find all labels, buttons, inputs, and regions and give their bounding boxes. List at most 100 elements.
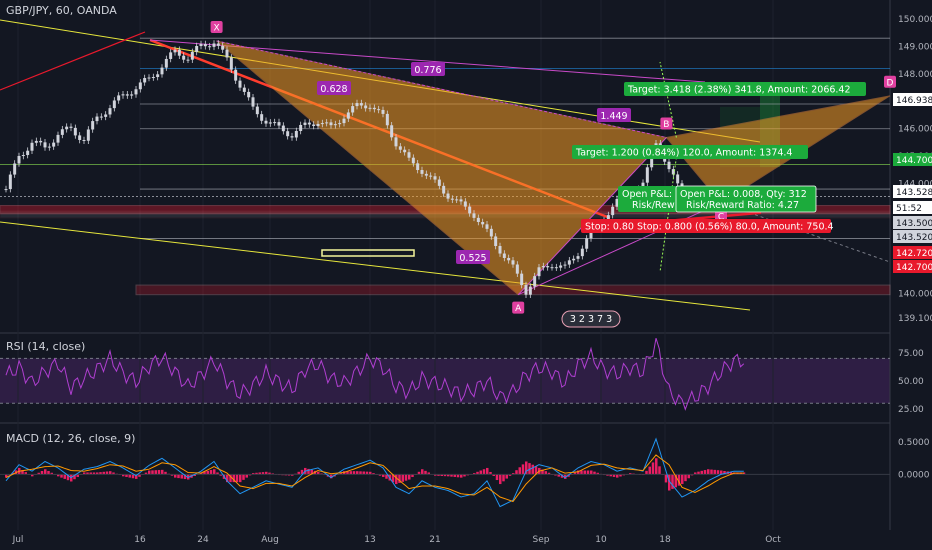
macd-histogram-bar	[440, 474, 443, 476]
ratio-label: 1.449	[600, 111, 627, 122]
candle-body	[34, 140, 38, 143]
price-tag-label: 146.938	[896, 96, 932, 106]
macd-histogram-bar	[300, 469, 304, 475]
candle-body	[281, 125, 285, 132]
price-tag-label: 51:52	[896, 204, 922, 214]
stop-label: Stop: 0.80 Stop: 0.800 (0.56%) 80.0, Amo…	[585, 222, 834, 233]
macd-histogram-bar	[713, 469, 716, 475]
price-tag-label: 144.700	[896, 156, 932, 166]
macd-histogram-bar	[297, 471, 300, 475]
target-2-label: Target: 1.200 (0.84%) 120.0, Amount: 137…	[575, 148, 792, 159]
candle-body	[125, 94, 129, 96]
candle-body	[17, 155, 21, 164]
candle-body	[615, 198, 619, 207]
macd-histogram-bar	[209, 470, 213, 475]
macd-histogram-bar	[385, 474, 388, 479]
candle-body	[546, 266, 550, 268]
candle-body	[468, 206, 472, 214]
candle-body	[312, 124, 316, 127]
macd-histogram-bar	[226, 474, 229, 483]
macd-histogram-bar	[356, 471, 359, 475]
candle-body	[13, 163, 17, 175]
candle-body	[472, 213, 476, 218]
macd-histogram-bar	[456, 474, 460, 478]
ratio-label: 0.525	[459, 253, 486, 264]
candle-body	[286, 131, 290, 137]
candle-body	[290, 136, 294, 138]
macd-line	[5, 437, 744, 508]
price-tag	[893, 153, 932, 166]
candle-body	[550, 267, 554, 269]
macd-histogram-bar	[473, 473, 476, 475]
macd-histogram-bar	[658, 466, 661, 475]
candle-body	[420, 170, 424, 174]
macd-histogram-bar	[261, 472, 265, 475]
candle-body	[229, 57, 233, 70]
price-tag	[893, 260, 932, 273]
macd-histogram-bar	[382, 474, 385, 477]
macd-histogram-bar	[161, 469, 164, 475]
price-tag-label: 143.528	[896, 188, 932, 198]
macd-histogram-bar	[720, 470, 723, 475]
price-tag	[893, 216, 932, 229]
macd-histogram-bar	[40, 471, 44, 475]
candle-body	[147, 77, 151, 79]
macd-histogram-bar	[252, 473, 255, 475]
macd-histogram-bar	[609, 474, 612, 477]
candle-body	[65, 126, 69, 130]
candle-body	[325, 122, 329, 124]
macd-histogram-bar	[694, 472, 697, 475]
candle-body	[403, 149, 407, 153]
candle-body	[455, 199, 459, 201]
candle-body	[407, 152, 411, 158]
ratio-badge	[597, 108, 631, 122]
pnl-1b-label: Risk/Rew	[632, 200, 675, 211]
candle-body	[585, 238, 589, 249]
candle-body	[381, 109, 385, 114]
stop-label-bg	[581, 219, 831, 233]
candle-body	[342, 118, 346, 124]
candle-body	[645, 167, 649, 183]
macd-histogram-bar	[492, 474, 495, 476]
candle-body	[268, 122, 272, 124]
candle-body	[537, 267, 541, 277]
candle-body	[424, 173, 428, 176]
projection-line	[659, 61, 677, 138]
candle-body	[182, 55, 186, 60]
macd-histogram-bar	[482, 469, 486, 475]
macd-histogram-bar	[216, 472, 219, 475]
macd-histogram-bar	[700, 470, 703, 475]
y-tick-label: 150.000	[898, 15, 932, 25]
candle-body	[82, 139, 86, 141]
macd-histogram-bar	[164, 471, 167, 475]
macd-histogram-bar	[593, 471, 596, 475]
macd-histogram-bar	[92, 472, 96, 475]
candle-body	[56, 134, 60, 143]
macd-histogram-bar	[378, 474, 382, 476]
x-tick-label: 10	[595, 535, 607, 545]
macd-histogram-bar	[703, 470, 707, 475]
macd-histogram-bar	[677, 474, 681, 486]
macd-histogram-bar	[580, 470, 583, 475]
candle-body	[576, 256, 580, 259]
macd-histogram-bar	[109, 471, 112, 475]
macd-histogram-bar	[710, 469, 713, 475]
candle-body	[186, 59, 190, 61]
candle-body	[26, 150, 30, 156]
candle-body	[99, 116, 103, 118]
macd-histogram-bar	[31, 474, 34, 477]
macd-histogram-bar	[229, 474, 232, 483]
candle-body	[528, 286, 532, 295]
chart-title: GBP/JPY, 60, OANDA	[6, 4, 117, 17]
candle-body	[316, 123, 320, 127]
candle-body	[442, 185, 446, 194]
macd-histogram-bar	[307, 468, 310, 475]
macd-histogram-bar	[86, 472, 89, 475]
macd-histogram-bar	[232, 474, 235, 483]
x-tick-label: 21	[429, 535, 440, 545]
candle-body	[221, 45, 225, 50]
price-tag	[893, 230, 932, 243]
candle-body	[494, 236, 498, 247]
macd-histogram-bar	[404, 474, 408, 481]
